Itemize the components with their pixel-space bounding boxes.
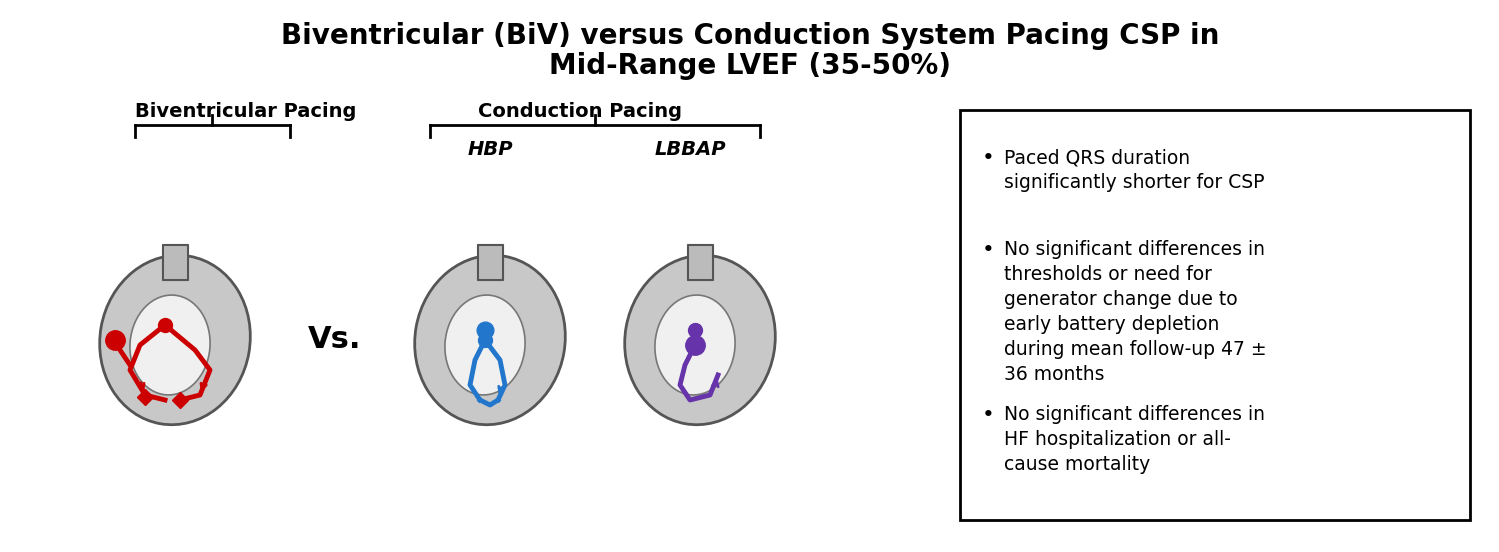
Text: Biventricular (BiV) versus Conduction System Pacing CSP in: Biventricular (BiV) versus Conduction Sy… <box>280 22 1219 50</box>
Text: Biventricular Pacing: Biventricular Pacing <box>135 102 357 121</box>
Text: •: • <box>982 405 995 425</box>
Ellipse shape <box>99 255 250 424</box>
Ellipse shape <box>655 295 735 395</box>
FancyBboxPatch shape <box>688 245 714 280</box>
Text: No significant differences in
thresholds or need for
generator change due to
ear: No significant differences in thresholds… <box>1004 240 1267 384</box>
Text: HBP: HBP <box>468 140 513 159</box>
Text: Vs.: Vs. <box>309 326 361 354</box>
Text: LBBAP: LBBAP <box>654 140 726 159</box>
FancyBboxPatch shape <box>959 110 1471 520</box>
Text: Conduction Pacing: Conduction Pacing <box>478 102 682 121</box>
Ellipse shape <box>625 255 775 424</box>
FancyBboxPatch shape <box>163 245 187 280</box>
Text: No significant differences in
HF hospitalization or all-
cause mortality: No significant differences in HF hospita… <box>1004 405 1265 474</box>
Ellipse shape <box>130 295 210 395</box>
Ellipse shape <box>415 255 565 424</box>
FancyBboxPatch shape <box>478 245 504 280</box>
Ellipse shape <box>445 295 525 395</box>
Text: Mid-Range LVEF (35-50%): Mid-Range LVEF (35-50%) <box>549 52 950 80</box>
Text: •: • <box>982 148 995 168</box>
Text: Paced QRS duration
significantly shorter for CSP: Paced QRS duration significantly shorter… <box>1004 148 1265 192</box>
Text: •: • <box>982 240 995 260</box>
